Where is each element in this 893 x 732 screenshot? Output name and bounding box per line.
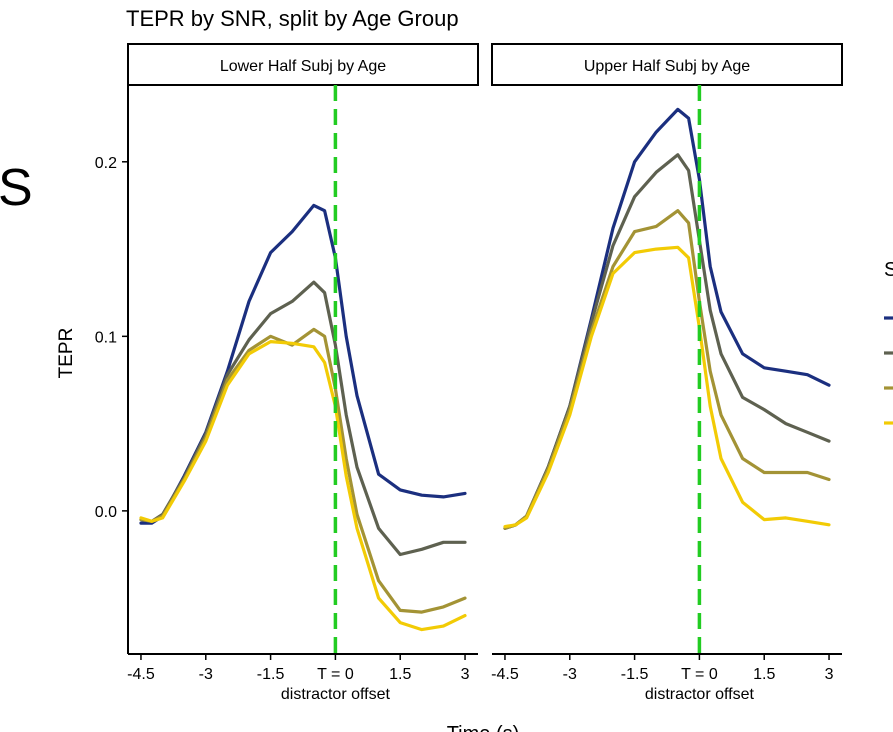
x-tick-label: T = 0 bbox=[317, 666, 354, 683]
left-edge-letter: S bbox=[0, 159, 33, 217]
legend bbox=[884, 316, 893, 425]
chart-title: TEPR by SNR, split by Age Group bbox=[126, 6, 459, 31]
x-tick-label: 3 bbox=[825, 666, 834, 683]
series-line-1 bbox=[139, 203, 467, 525]
facet-strip bbox=[491, 43, 843, 86]
x-tick-label: T = 0 bbox=[681, 666, 718, 683]
x-tick-sublabel: distractor offset bbox=[645, 686, 755, 703]
x-tick-label: -1.5 bbox=[257, 666, 285, 683]
y-tick-label: 0.0 bbox=[95, 504, 117, 521]
panel-1: Lower Half Subj by Age -4.5 -3 -1.5 T = 0 1.5… bbox=[127, 43, 479, 703]
y-tick-label: 0.2 bbox=[95, 155, 117, 172]
series-line-1 bbox=[503, 107, 831, 530]
x-tick-label: 3 bbox=[461, 666, 470, 683]
facet-label: Upper Half Subj by Age bbox=[584, 58, 750, 75]
x-tick-label: -3 bbox=[563, 666, 577, 683]
facet-strip bbox=[127, 43, 479, 86]
series-line-2 bbox=[139, 280, 467, 557]
x-axis-label: Time (s) bbox=[447, 723, 520, 732]
x-tick-label: -4.5 bbox=[491, 666, 519, 683]
panels: 0.0 0.1 0.2 Lower Half Subj by Age -4.5 -3 -1.… bbox=[95, 43, 843, 703]
x-tick-label: -1.5 bbox=[621, 666, 649, 683]
panel-2: Upper Half Subj by Age -4.5 -3 -1.5 T = 0 1.5… bbox=[491, 43, 843, 703]
y-axis: 0.0 0.1 0.2 bbox=[95, 85, 129, 654]
series-line-4 bbox=[139, 340, 467, 632]
x-tick-label: -4.5 bbox=[127, 666, 155, 683]
facet-label: Lower Half Subj by Age bbox=[220, 58, 386, 75]
y-axis-label: TEPR bbox=[56, 328, 77, 379]
legend-title-fragment: S bbox=[884, 259, 893, 281]
x-tick-label: -3 bbox=[199, 666, 213, 683]
x-tick-sublabel: distractor offset bbox=[281, 686, 391, 703]
series-line-4 bbox=[503, 245, 831, 529]
y-tick-label: 0.1 bbox=[95, 329, 117, 346]
x-tick-label: 1.5 bbox=[389, 666, 411, 683]
x-tick-label: 1.5 bbox=[753, 666, 775, 683]
